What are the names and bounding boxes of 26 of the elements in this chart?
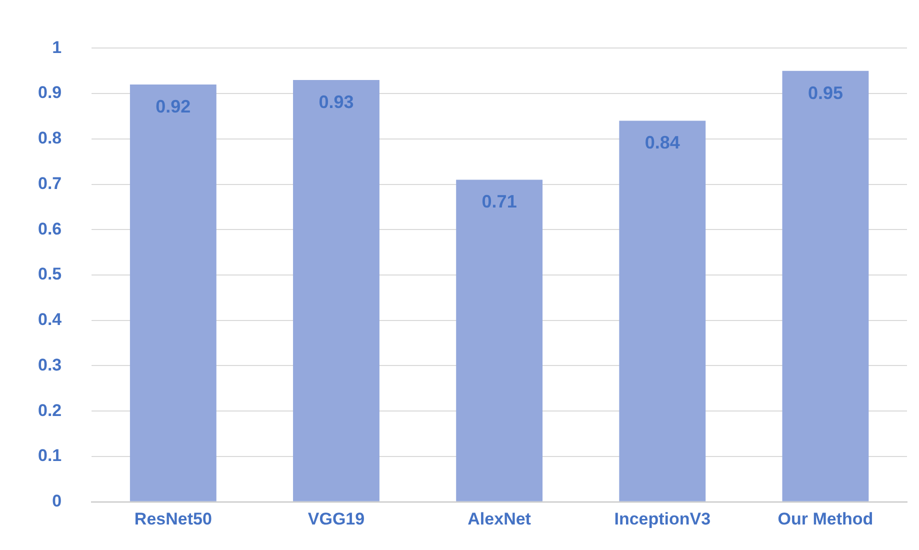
bar [293,80,380,502]
data-label: 0.92 [156,96,191,116]
x-tick-label: Our Method [778,510,874,529]
x-tick-label: VGG19 [308,510,365,529]
data-label: 0.84 [644,132,680,153]
data-label: 0.93 [318,92,354,112]
y-tick-label: 0.2 [38,400,62,420]
y-tick-label: 1 [52,38,62,57]
bar [456,180,543,502]
x-tick-label: ResNet50 [134,510,212,529]
y-tick-label: 0.5 [38,264,62,284]
bar [130,84,216,502]
y-tick-label: 0.6 [38,219,62,238]
y-tick-label: 0.4 [38,310,62,330]
bar [619,120,706,502]
x-tick-label: AlexNet [468,510,532,529]
y-tick-label: 0.9 [38,83,62,102]
y-tick-label: 0 [52,491,62,510]
data-label: 0.71 [482,192,517,212]
bar [782,70,869,502]
y-tick-label: 0.3 [38,355,62,374]
y-tick-label: 0.7 [38,174,62,193]
y-tick-label: 0.8 [38,128,62,148]
x-tick-label: InceptionV3 [614,510,711,529]
data-label: 0.95 [808,82,843,103]
y-tick-label: 0.1 [38,446,62,466]
